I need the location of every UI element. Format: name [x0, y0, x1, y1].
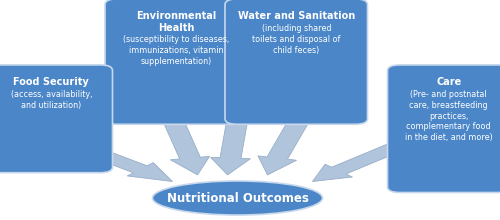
Polygon shape: [312, 142, 407, 182]
Text: Care: Care: [436, 77, 462, 87]
FancyBboxPatch shape: [388, 65, 500, 192]
Text: Food Security: Food Security: [14, 77, 89, 87]
Text: Water and Sanitation: Water and Sanitation: [238, 11, 355, 21]
Text: Nutritional Outcomes: Nutritional Outcomes: [166, 191, 308, 205]
Text: (Pre- and postnatal
care, breastfeeding
practices,
complementary food
in the die: (Pre- and postnatal care, breastfeeding …: [405, 90, 492, 142]
Text: Environmental
Health: Environmental Health: [136, 11, 216, 33]
Text: (access, availability,
and utilization): (access, availability, and utilization): [10, 90, 92, 110]
FancyBboxPatch shape: [105, 0, 248, 124]
Ellipse shape: [152, 181, 322, 215]
Text: (including shared
toilets and disposal of
child feces): (including shared toilets and disposal o…: [252, 24, 340, 55]
FancyBboxPatch shape: [0, 65, 112, 173]
Polygon shape: [58, 137, 172, 182]
Text: (susceptibility to diseases,
immunizations, vitamin
supplementation): (susceptibility to diseases, immunizatio…: [123, 35, 230, 66]
FancyBboxPatch shape: [225, 0, 368, 124]
Polygon shape: [162, 118, 210, 175]
Polygon shape: [210, 118, 250, 175]
Polygon shape: [258, 118, 310, 175]
